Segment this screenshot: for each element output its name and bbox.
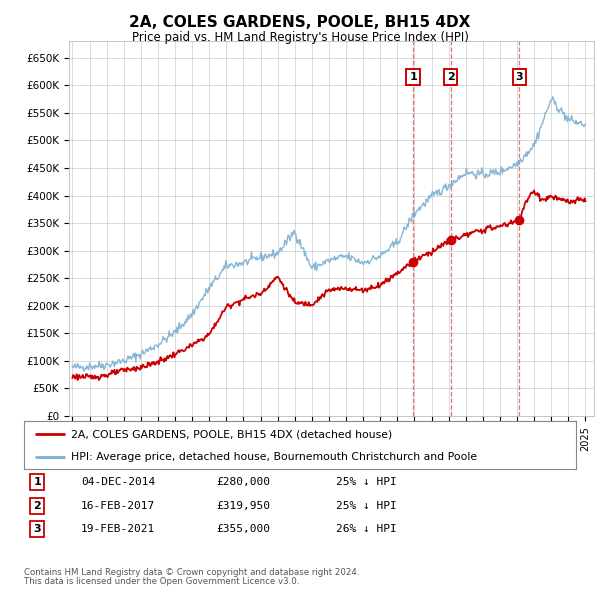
Text: Contains HM Land Registry data © Crown copyright and database right 2024.: Contains HM Land Registry data © Crown c… <box>24 568 359 577</box>
Text: 2: 2 <box>447 72 455 82</box>
Text: 16-FEB-2017: 16-FEB-2017 <box>81 501 155 510</box>
Text: 25% ↓ HPI: 25% ↓ HPI <box>336 501 397 510</box>
Text: 3: 3 <box>515 72 523 82</box>
Text: 3: 3 <box>34 525 41 534</box>
Text: 19-FEB-2021: 19-FEB-2021 <box>81 525 155 534</box>
Text: 1: 1 <box>409 72 417 82</box>
Text: 26% ↓ HPI: 26% ↓ HPI <box>336 525 397 534</box>
Text: 2A, COLES GARDENS, POOLE, BH15 4DX (detached house): 2A, COLES GARDENS, POOLE, BH15 4DX (deta… <box>71 429 392 439</box>
Text: £280,000: £280,000 <box>216 477 270 487</box>
Text: 25% ↓ HPI: 25% ↓ HPI <box>336 477 397 487</box>
Text: 1: 1 <box>34 477 41 487</box>
Text: £355,000: £355,000 <box>216 525 270 534</box>
Text: £319,950: £319,950 <box>216 501 270 510</box>
Text: 2: 2 <box>34 501 41 510</box>
Text: Price paid vs. HM Land Registry's House Price Index (HPI): Price paid vs. HM Land Registry's House … <box>131 31 469 44</box>
Text: 2A, COLES GARDENS, POOLE, BH15 4DX: 2A, COLES GARDENS, POOLE, BH15 4DX <box>130 15 470 30</box>
Text: This data is licensed under the Open Government Licence v3.0.: This data is licensed under the Open Gov… <box>24 578 299 586</box>
Text: HPI: Average price, detached house, Bournemouth Christchurch and Poole: HPI: Average price, detached house, Bour… <box>71 452 477 462</box>
Text: 04-DEC-2014: 04-DEC-2014 <box>81 477 155 487</box>
